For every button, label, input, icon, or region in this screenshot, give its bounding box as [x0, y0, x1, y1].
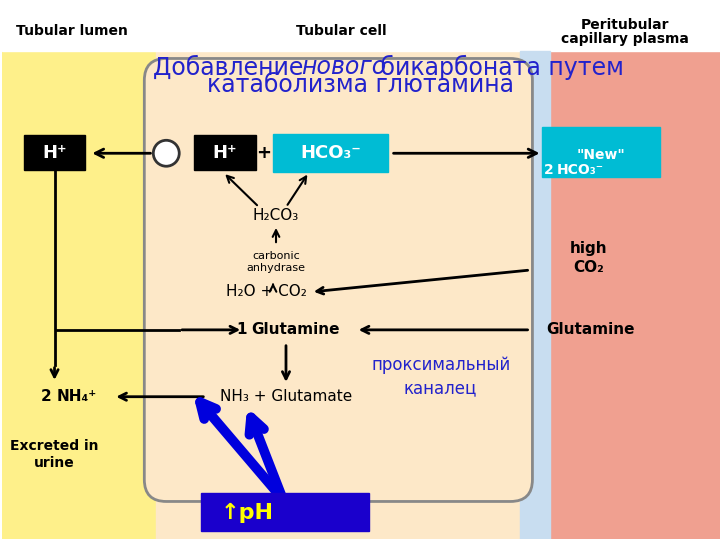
Bar: [194, 136, 256, 170]
Bar: [531, 51, 720, 539]
Text: H₂CO₃: H₂CO₃: [253, 207, 299, 222]
Text: ↑pH: ↑pH: [221, 502, 274, 523]
Bar: [273, 134, 388, 172]
Text: NH₄⁺: NH₄⁺: [56, 389, 96, 404]
Bar: [24, 136, 86, 170]
Text: Tubular lumen: Tubular lumen: [16, 24, 127, 38]
Text: 1: 1: [237, 322, 247, 338]
Text: Glutamine: Glutamine: [251, 322, 340, 338]
Circle shape: [153, 140, 179, 166]
Text: 2: 2: [41, 389, 52, 404]
Text: HCO₃⁻: HCO₃⁻: [300, 144, 361, 162]
Text: HCO₃⁻: HCO₃⁻: [557, 163, 603, 177]
Bar: [201, 494, 369, 531]
Text: carbonic
anhydrase: carbonic anhydrase: [246, 251, 305, 273]
Text: Excreted in
urine: Excreted in urine: [10, 439, 99, 470]
Text: capillary plasma: capillary plasma: [562, 31, 689, 45]
Bar: [542, 127, 660, 177]
FancyBboxPatch shape: [144, 58, 532, 502]
Text: Glutamine: Glutamine: [546, 322, 634, 338]
Bar: [1, 51, 156, 539]
Text: Добавление: Добавление: [153, 55, 311, 79]
Text: бикарбоната путем: бикарбоната путем: [373, 55, 624, 80]
Text: нового: нового: [301, 56, 386, 79]
Text: H₂O + CO₂: H₂O + CO₂: [225, 285, 307, 300]
Bar: [521, 51, 550, 539]
Text: проксимальный
каналец: проксимальный каналец: [371, 356, 510, 397]
Text: катаболизма глютамина: катаболизма глютамина: [207, 73, 514, 97]
Text: NH₃ + Gluta​mate: NH₃ + Gluta​mate: [220, 389, 352, 404]
Text: H⁺: H⁺: [42, 144, 67, 162]
Text: "New": "New": [577, 148, 626, 162]
Text: Tubular cell: Tubular cell: [295, 24, 386, 38]
Bar: [156, 51, 531, 539]
Text: 2: 2: [544, 163, 554, 177]
Bar: [1, 1, 720, 51]
Text: Peritubular: Peritubular: [581, 18, 670, 31]
Text: high
CO₂: high CO₂: [570, 241, 607, 275]
Text: H⁺: H⁺: [213, 144, 238, 162]
Text: +: +: [256, 144, 271, 162]
